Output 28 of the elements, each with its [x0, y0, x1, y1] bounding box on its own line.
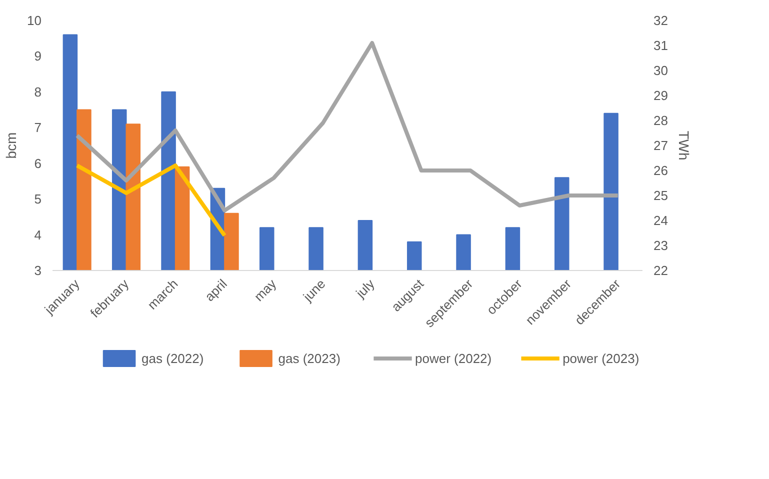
y2-tick-label: 32 [654, 13, 668, 28]
y-tick-label: 6 [34, 156, 42, 171]
y2-tick-label: 29 [654, 88, 668, 103]
legend-label: power (2022) [415, 351, 492, 366]
y2-tick-label: 31 [654, 38, 668, 53]
y-tick-label: 3 [34, 263, 42, 278]
y-tick-label: 4 [34, 227, 42, 242]
y2-axis-title: TWh [676, 130, 692, 160]
y2-tick-label: 30 [654, 63, 668, 78]
legend-label: gas (2022) [142, 351, 204, 366]
line-series [75, 41, 620, 212]
y-tick-label: 5 [34, 192, 42, 207]
y2-tick-label: 26 [654, 163, 668, 178]
y2-tick-label: 24 [654, 213, 668, 228]
y-tick-label: 10 [27, 13, 42, 28]
y2-tick-label: 27 [654, 138, 668, 153]
y2-tick-label: 22 [654, 263, 668, 278]
y-axis-title: bcm [3, 132, 20, 159]
x-tick-label: may [251, 276, 280, 304]
y2-tick-label: 28 [654, 113, 668, 128]
legend-label: gas (2023) [278, 351, 340, 366]
y2-tick-label: 25 [654, 188, 668, 203]
y-tick-label: 8 [34, 84, 42, 100]
legend-label: power (2023) [562, 351, 640, 366]
y-tick-label: 9 [34, 48, 42, 64]
y2-tick-label: 23 [654, 238, 668, 253]
x-tick-label: july [352, 276, 378, 302]
y-tick-label: 7 [34, 120, 42, 136]
